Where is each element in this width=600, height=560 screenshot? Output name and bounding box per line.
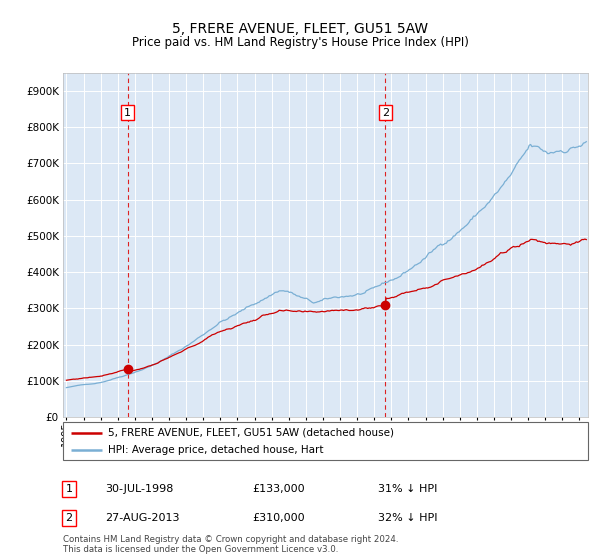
FancyBboxPatch shape [63,422,588,460]
Text: Contains HM Land Registry data © Crown copyright and database right 2024.: Contains HM Land Registry data © Crown c… [63,535,398,544]
Text: HPI: Average price, detached house, Hart: HPI: Average price, detached house, Hart [107,445,323,455]
Text: 5, FRERE AVENUE, FLEET, GU51 5AW: 5, FRERE AVENUE, FLEET, GU51 5AW [172,22,428,36]
Text: £133,000: £133,000 [252,484,305,494]
Text: 5, FRERE AVENUE, FLEET, GU51 5AW (detached house): 5, FRERE AVENUE, FLEET, GU51 5AW (detach… [107,427,394,437]
Text: 2: 2 [65,513,73,523]
Text: 30-JUL-1998: 30-JUL-1998 [105,484,173,494]
Text: 31% ↓ HPI: 31% ↓ HPI [378,484,437,494]
Text: 1: 1 [124,108,131,118]
Text: 27-AUG-2013: 27-AUG-2013 [105,513,179,523]
Text: Price paid vs. HM Land Registry's House Price Index (HPI): Price paid vs. HM Land Registry's House … [131,36,469,49]
Text: 2: 2 [382,108,389,118]
Text: £310,000: £310,000 [252,513,305,523]
Text: This data is licensed under the Open Government Licence v3.0.: This data is licensed under the Open Gov… [63,545,338,554]
Text: 1: 1 [65,484,73,494]
Text: 32% ↓ HPI: 32% ↓ HPI [378,513,437,523]
